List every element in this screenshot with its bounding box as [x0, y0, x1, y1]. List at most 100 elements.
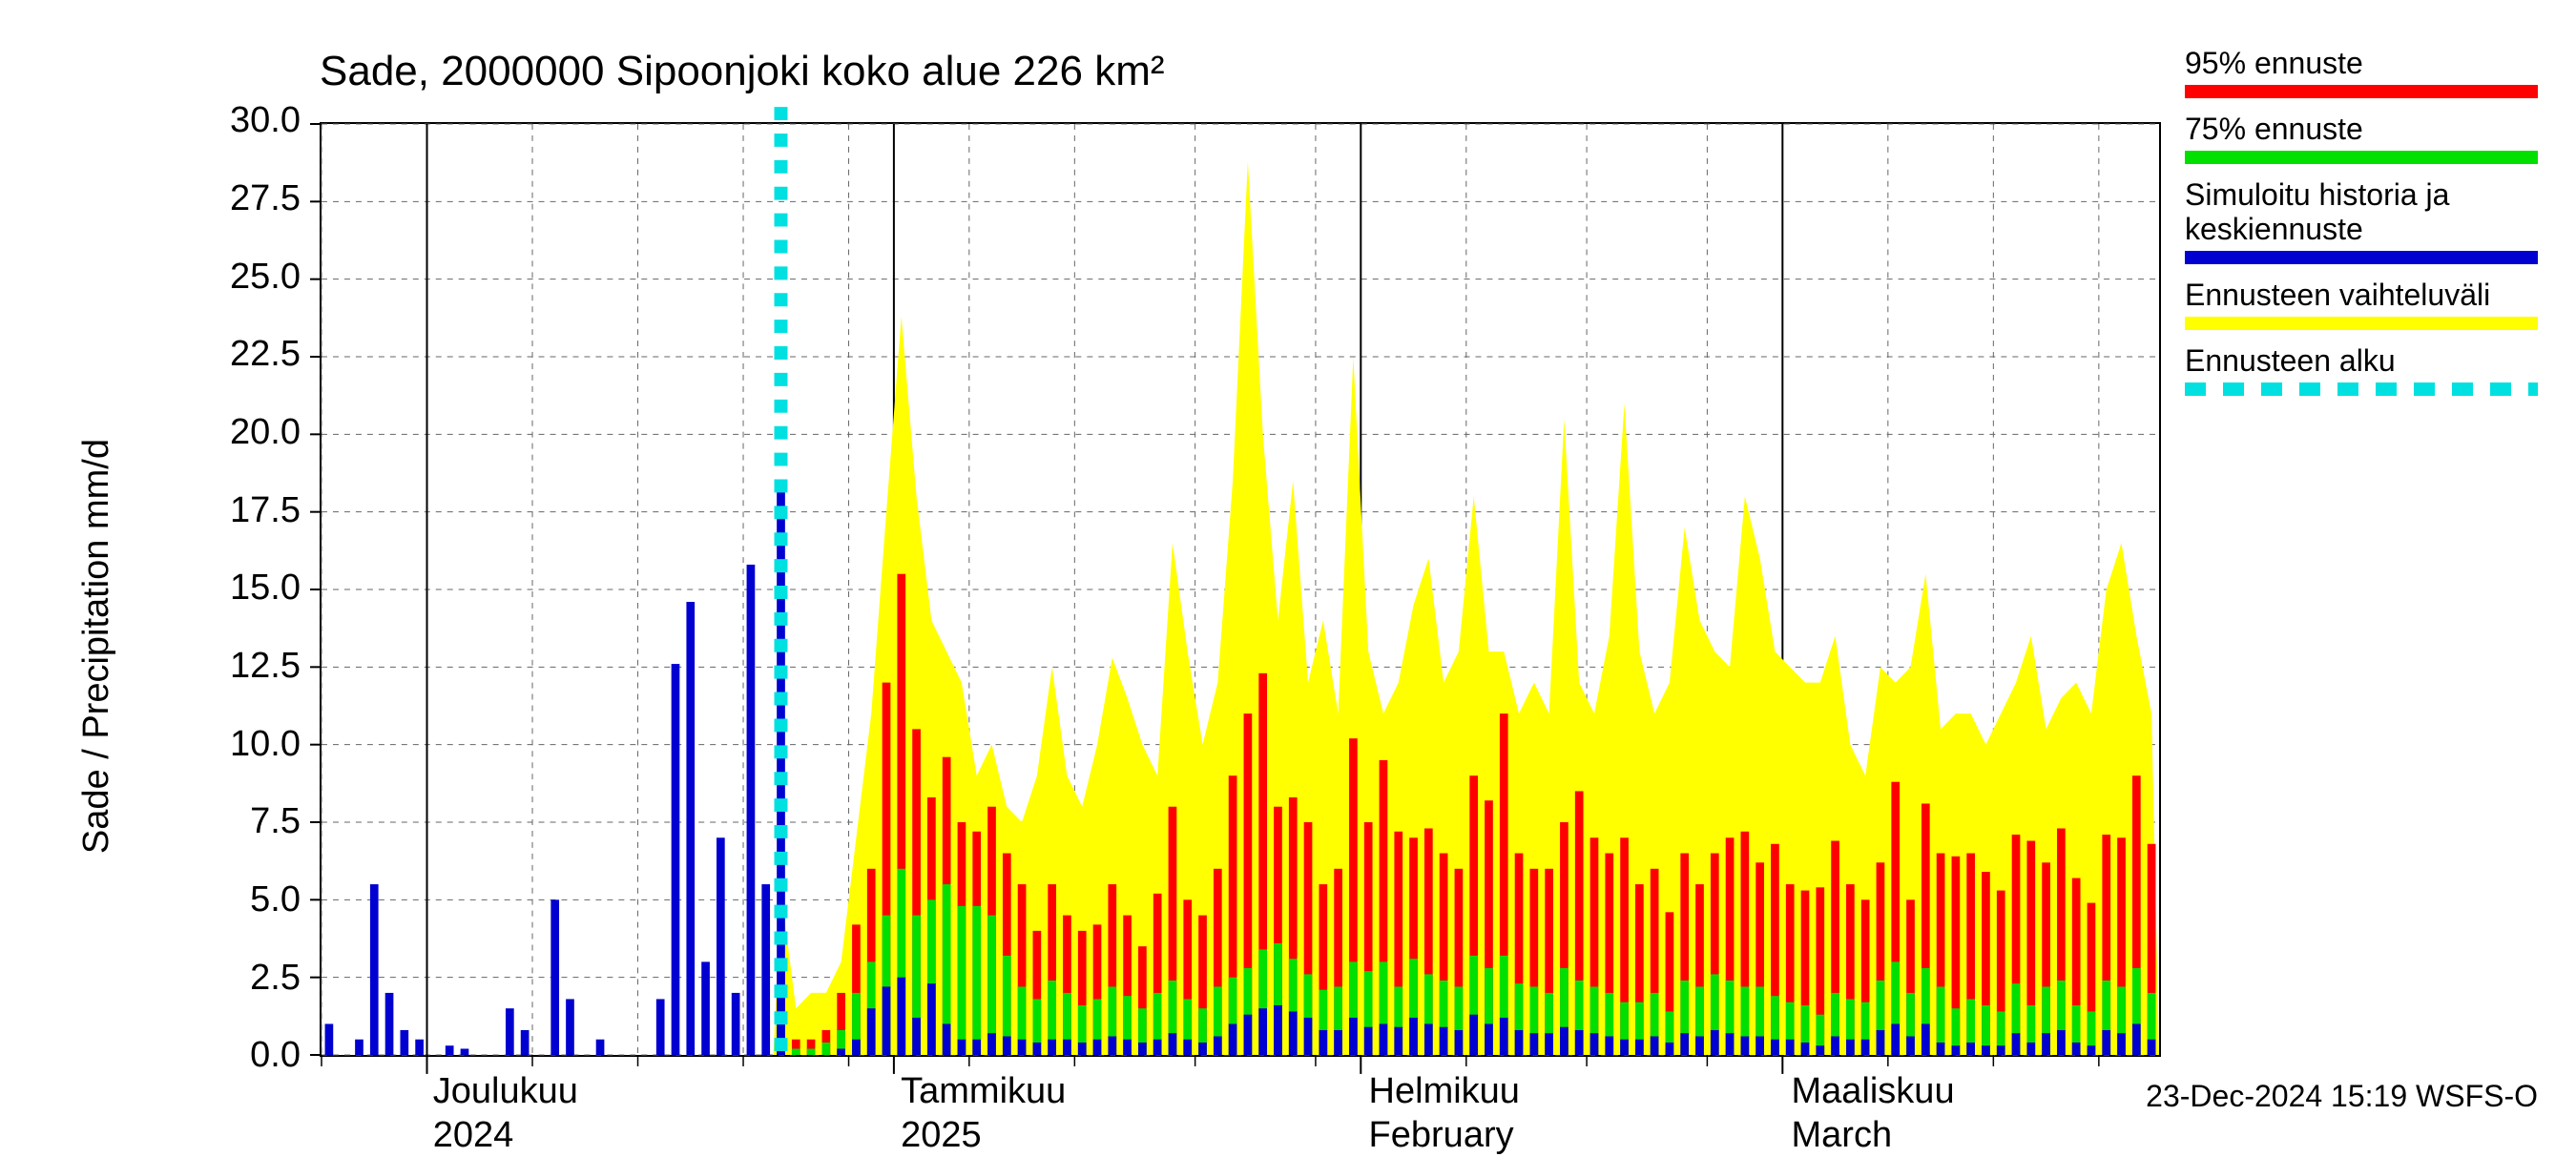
median-bar	[2148, 1040, 2156, 1055]
median-bar	[1258, 1008, 1267, 1055]
legend-swatch	[2185, 382, 2538, 396]
median-bar	[446, 1045, 454, 1055]
median-bar	[1741, 1036, 1750, 1055]
y-tick-label: 27.5	[177, 178, 301, 219]
median-bar	[1334, 1030, 1342, 1055]
median-bar	[1319, 1030, 1327, 1055]
median-bar	[2088, 1045, 2096, 1055]
median-bar	[1229, 1023, 1237, 1055]
y-axis-label: Sade / Precipitation mm/d	[76, 439, 117, 854]
median-bar	[1831, 1036, 1839, 1055]
chart-footer: 23-Dec-2024 15:19 WSFS-O	[2146, 1079, 2538, 1114]
median-bar	[1620, 1040, 1629, 1055]
median-bar	[1816, 1045, 1824, 1055]
median-bar	[1063, 1040, 1071, 1055]
median-bar	[2057, 1030, 2066, 1055]
median-bar	[717, 837, 725, 1055]
median-bar	[551, 899, 559, 1055]
y-tick-label: 0.0	[177, 1035, 301, 1076]
legend-item: 75% ennuste	[2185, 112, 2538, 164]
median-bar	[2012, 1033, 2021, 1055]
median-bar	[1771, 1040, 1779, 1055]
median-bar	[1997, 1045, 2005, 1055]
median-bar	[1846, 1040, 1855, 1055]
median-bar	[656, 999, 665, 1055]
median-bar	[2102, 1030, 2110, 1055]
median-bar	[1666, 1043, 1674, 1055]
median-bar	[1169, 1033, 1177, 1055]
legend-item: 95% ennuste	[2185, 46, 2538, 98]
median-bar	[1726, 1033, 1735, 1055]
median-bar	[370, 884, 379, 1055]
median-bar	[958, 1040, 966, 1055]
median-bar	[1078, 1043, 1087, 1055]
legend-item: Ennusteen vaihteluväli	[2185, 278, 2538, 330]
median-bar	[1695, 1036, 1704, 1055]
median-bar	[2072, 1043, 2081, 1055]
median-bar	[2042, 1033, 2050, 1055]
median-bar	[686, 602, 695, 1055]
month-label: MaaliskuuMarch	[1792, 1070, 1955, 1157]
plot-svg	[322, 124, 2159, 1055]
median-bar	[1515, 1030, 1524, 1055]
month-label: HelmikuuFebruary	[1369, 1070, 1520, 1157]
p75-bar	[807, 1048, 816, 1055]
legend-label: Ennusteen alku	[2185, 343, 2538, 379]
p75-bar	[792, 1048, 800, 1055]
median-bar	[1018, 1040, 1027, 1055]
median-bar	[1033, 1043, 1042, 1055]
median-bar	[1590, 1033, 1599, 1055]
median-bar	[1138, 1043, 1147, 1055]
legend-label: 75% ennuste	[2185, 112, 2538, 147]
month-label: Joulukuu2024	[433, 1070, 578, 1157]
median-bar	[897, 978, 905, 1055]
median-bar	[1274, 1005, 1282, 1055]
median-bar	[355, 1040, 364, 1055]
median-bar	[566, 999, 574, 1055]
median-bar	[521, 1030, 530, 1055]
median-bar	[1485, 1023, 1493, 1055]
median-bar	[1877, 1030, 1885, 1055]
legend-item: Ennusteen alku	[2185, 343, 2538, 396]
median-bar	[325, 1023, 334, 1055]
median-bar	[912, 1018, 921, 1055]
median-bar	[1530, 1033, 1539, 1055]
median-bar	[1680, 1033, 1689, 1055]
median-bar	[1123, 1040, 1132, 1055]
median-bar	[1937, 1043, 1945, 1055]
y-tick-label: 20.0	[177, 412, 301, 453]
y-tick-label: 7.5	[177, 801, 301, 842]
median-bar	[1349, 1018, 1358, 1055]
median-bar	[1786, 1040, 1795, 1055]
p75-bar	[822, 1043, 831, 1055]
median-bar	[2117, 1033, 2126, 1055]
median-bar	[1500, 1018, 1508, 1055]
y-tick-label: 22.5	[177, 334, 301, 375]
median-bar	[1048, 1040, 1056, 1055]
median-bar	[1952, 1045, 1961, 1055]
median-bar	[972, 1040, 981, 1055]
median-bar	[761, 884, 770, 1055]
median-bar	[1861, 1040, 1870, 1055]
median-bar	[1364, 1027, 1373, 1055]
y-tick-label: 12.5	[177, 646, 301, 687]
legend-item: Simuloitu historia jakeskiennuste	[2185, 177, 2538, 265]
median-bar	[1906, 1036, 1915, 1055]
y-tick-label: 15.0	[177, 568, 301, 609]
median-bar	[1304, 1018, 1313, 1055]
legend-label: Simuloitu historia jakeskiennuste	[2185, 177, 2538, 248]
median-bar	[2132, 1023, 2141, 1055]
median-bar	[837, 1048, 845, 1055]
plot-area	[320, 122, 2161, 1057]
legend-swatch	[2185, 317, 2538, 330]
median-bar	[1560, 1027, 1568, 1055]
y-tick-label: 5.0	[177, 879, 301, 920]
median-bar	[461, 1048, 469, 1055]
y-tick-label: 10.0	[177, 724, 301, 765]
median-bar	[672, 664, 680, 1055]
median-bar	[2026, 1043, 2035, 1055]
legend-label: Ennusteen vaihteluväli	[2185, 278, 2538, 313]
y-tick-label: 17.5	[177, 490, 301, 531]
median-bar	[1108, 1036, 1116, 1055]
median-bar	[385, 993, 394, 1055]
